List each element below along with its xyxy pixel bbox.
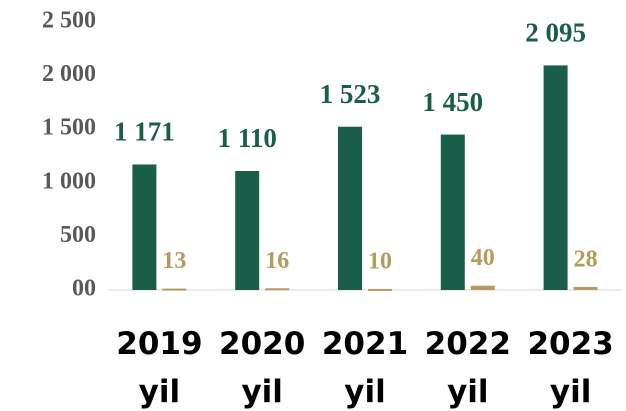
data-label: 1 450: [422, 87, 483, 117]
bar: [338, 126, 362, 290]
bar: [440, 134, 465, 290]
bar: [162, 288, 187, 291]
data-label: 40: [471, 245, 495, 271]
y-tick-label: 1 500: [42, 115, 96, 141]
data-label: 2 095: [525, 18, 586, 48]
data-label: 1 110: [218, 123, 277, 153]
bar: [265, 288, 290, 291]
data-label: 10: [368, 248, 392, 274]
y-tick-label: 00: [72, 276, 96, 302]
x-tick-label: 2020 yil: [219, 326, 305, 410]
bar: [470, 285, 495, 290]
bar: [573, 286, 598, 290]
data-label: 28: [574, 246, 598, 272]
data-label: 1 171: [114, 117, 175, 147]
bar: [543, 65, 568, 290]
y-tick-label: 500: [60, 222, 96, 248]
bar: [132, 164, 157, 290]
x-tick-label: 2019 yil: [116, 326, 202, 410]
bar: [235, 171, 260, 290]
y-tick-label: 2 500: [42, 8, 96, 34]
x-tick-label: 2022 yil: [425, 326, 511, 410]
x-tick-label: 2023 yil: [527, 326, 613, 410]
bar: [368, 288, 392, 291]
data-label: 16: [265, 248, 289, 274]
data-label: 1 523: [320, 79, 381, 109]
y-tick-label: 2 000: [42, 61, 96, 87]
data-label: 13: [162, 248, 186, 274]
x-tick-label: 2021 yil: [322, 326, 408, 410]
y-tick-label: 1 000: [42, 168, 96, 194]
